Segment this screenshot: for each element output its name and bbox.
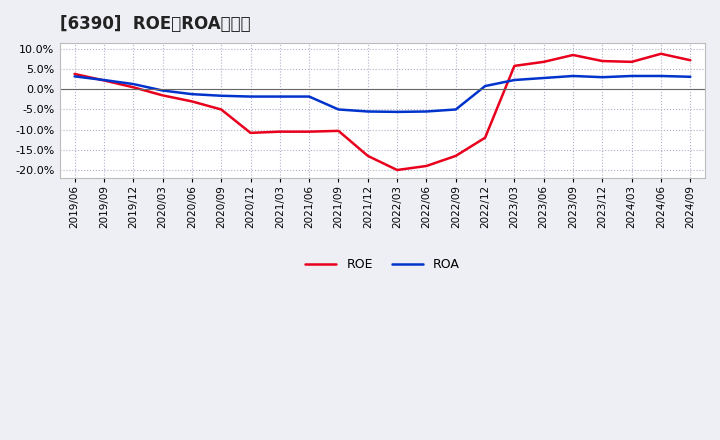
ROE — [510, 63, 518, 69]
ROA — [569, 73, 577, 79]
Line: ROE: ROE — [75, 54, 690, 170]
ROE — [99, 78, 108, 83]
ROE — [393, 167, 402, 172]
ROA — [451, 107, 460, 112]
ROA — [481, 84, 490, 89]
ROE — [246, 130, 255, 136]
ROA — [334, 107, 343, 112]
ROE — [276, 129, 284, 134]
ROA — [217, 93, 225, 99]
ROA — [627, 73, 636, 79]
ROA — [99, 77, 108, 83]
ROA — [158, 88, 167, 93]
ROA — [510, 77, 518, 83]
ROA — [598, 74, 607, 80]
ROE — [334, 128, 343, 133]
ROE — [364, 153, 372, 158]
ROE — [627, 59, 636, 65]
Line: ROA: ROA — [75, 76, 690, 112]
ROE — [217, 107, 225, 112]
ROA — [305, 94, 313, 99]
ROA — [422, 109, 431, 114]
ROE — [187, 99, 196, 104]
ROE — [451, 153, 460, 158]
ROA — [187, 92, 196, 97]
ROA — [129, 81, 138, 87]
ROA — [657, 73, 665, 79]
ROA — [364, 109, 372, 114]
Text: [6390]  ROE、ROAの推移: [6390] ROE、ROAの推移 — [60, 15, 251, 33]
ROA — [686, 74, 695, 80]
ROE — [129, 84, 138, 90]
ROA — [246, 94, 255, 99]
ROE — [305, 129, 313, 134]
ROA — [71, 74, 79, 79]
ROE — [158, 93, 167, 98]
ROE — [569, 52, 577, 58]
ROE — [422, 163, 431, 169]
Legend: ROE, ROA: ROE, ROA — [302, 255, 464, 275]
ROE — [686, 58, 695, 63]
ROE — [71, 71, 79, 77]
ROE — [539, 59, 548, 65]
ROA — [276, 94, 284, 99]
ROE — [598, 59, 607, 64]
ROE — [657, 51, 665, 56]
ROA — [539, 75, 548, 81]
ROA — [393, 109, 402, 114]
ROE — [481, 135, 490, 140]
